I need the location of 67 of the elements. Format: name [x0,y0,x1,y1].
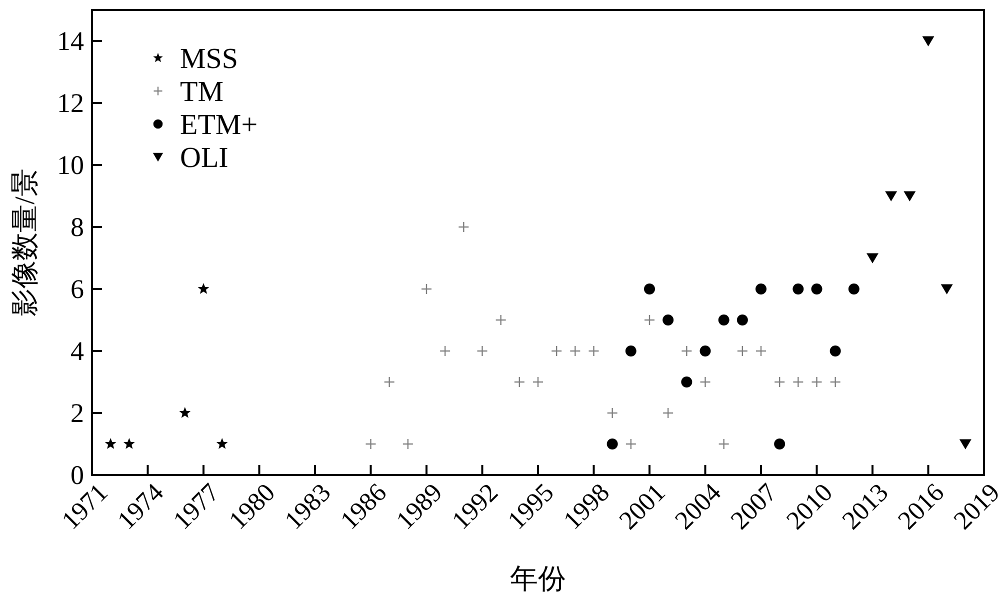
point [922,36,934,46]
point [755,345,767,357]
point [644,314,656,326]
point [904,191,916,202]
legend-label: MSS [180,43,238,75]
point [718,438,730,450]
point [700,376,711,388]
y-tick-label: 14 [57,26,84,56]
y-tick-label: 4 [70,336,84,366]
point [885,191,898,202]
point [550,345,562,357]
point [179,407,191,418]
point [736,345,748,357]
point [700,346,711,356]
point [644,284,655,294]
point [588,345,600,357]
y-tick-label: 10 [57,150,84,180]
point [402,438,414,450]
legend-label: TM [180,76,224,108]
point [848,284,860,294]
point [866,253,878,264]
y-tick-label: 2 [70,398,84,428]
point [662,314,674,326]
y-tick-label: 12 [57,88,84,118]
legend-label: OLI [180,142,228,174]
point [439,345,451,357]
point [662,407,674,419]
point [830,376,841,388]
point [570,345,581,357]
y-axis-title: 影像数量/景 [10,168,41,316]
point [365,438,376,450]
point [959,439,972,450]
x-tick-label: 1989 [390,478,448,536]
x-axis-title: 年份 [510,564,566,595]
point [940,284,953,294]
point [774,438,786,450]
legend-label: ETM+ [180,109,258,141]
point [198,283,210,294]
point [811,376,822,388]
point [830,346,841,356]
point [625,438,637,450]
y-tick-label: 6 [70,274,84,304]
point [774,376,786,388]
x-tick-label: 1980 [223,478,281,536]
point [606,407,618,419]
point [104,438,116,449]
point [384,376,395,388]
point [718,314,730,326]
point [811,284,822,294]
y-tick-label: 0 [70,460,84,490]
point [420,283,432,295]
point [458,221,470,233]
point [514,376,526,388]
point [625,346,636,356]
point [532,376,544,388]
point [495,314,506,326]
y-tick-label: 8 [70,212,84,242]
point [736,314,748,326]
point [681,376,692,388]
point [476,345,488,357]
point [756,284,766,294]
point [123,438,135,449]
point [792,376,804,388]
point [792,284,804,294]
point [216,438,228,449]
point [606,438,618,450]
point [681,345,692,357]
